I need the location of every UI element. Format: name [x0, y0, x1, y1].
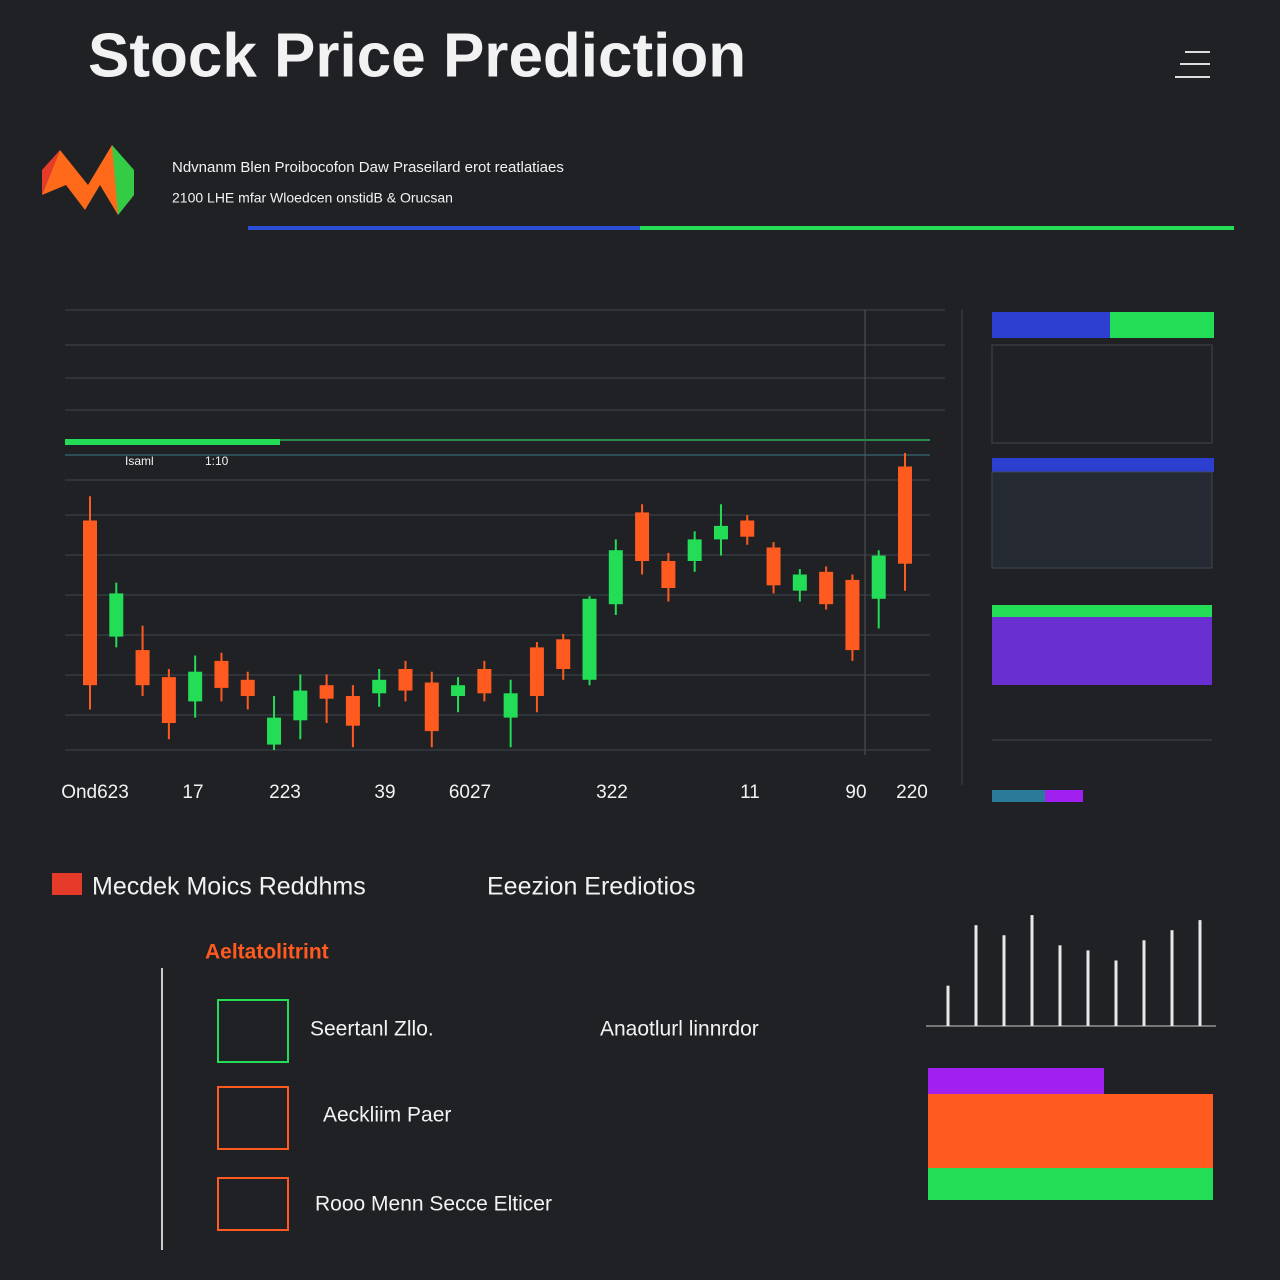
candle-body [161, 677, 176, 723]
bar [1198, 920, 1202, 1026]
candle-body [687, 539, 702, 561]
section-icon [52, 873, 82, 895]
feature-label: Aeckliim Paer [323, 1104, 451, 1127]
summary-line: 2100 LHE mfar Wloedcen onstidB & Orucsan [172, 190, 453, 206]
x-tick-label: Ond623 [61, 782, 129, 803]
bar [1030, 915, 1034, 1026]
candle-body [267, 717, 282, 745]
x-tick-label: 17 [182, 782, 203, 803]
candle-body [109, 593, 124, 637]
candle-body [819, 571, 834, 605]
candle-body [319, 685, 334, 699]
upper-panel [65, 309, 945, 456]
x-tick-label: 11 [740, 782, 760, 803]
bar [1170, 930, 1174, 1026]
candle-body [135, 650, 150, 686]
feature-label: Seertanl Zllo. [310, 1018, 434, 1041]
legend-label: 1:10 [205, 454, 229, 468]
candle-body [635, 512, 650, 561]
subheading: Aeltatolitrint [205, 941, 329, 964]
candle-body [713, 525, 728, 540]
candle-body [372, 679, 387, 694]
candle-body [898, 466, 912, 564]
section-heading: Mecdek Moics Reddhms [92, 873, 366, 901]
feature-icons [217, 999, 289, 1231]
candle-body [188, 671, 203, 702]
side-panels [991, 312, 1214, 802]
feature-label: Rooo Menn Secce Elticer [315, 1193, 552, 1216]
menu-icon[interactable] [1175, 51, 1210, 78]
x-tick-label: 223 [269, 782, 301, 803]
candle-body [503, 693, 518, 718]
logo [42, 145, 134, 215]
candle-body [345, 696, 360, 726]
summary-line: Ndvnanm Blen Proibocofon Daw Praseilard … [172, 159, 564, 176]
candle-body [608, 550, 623, 605]
title: Stock Price Prediction [88, 21, 746, 90]
candle-body [556, 639, 571, 669]
x-tick-label: 6027 [449, 782, 491, 803]
legend-label: Isaml [125, 454, 154, 468]
bar [1058, 945, 1062, 1026]
candle-body [845, 579, 860, 651]
bar [1114, 960, 1118, 1026]
candle-body [214, 660, 229, 688]
x-tick-label: 220 [896, 782, 928, 803]
bar [946, 985, 950, 1026]
candle-body [424, 682, 439, 732]
bottom-right-panel [926, 1025, 1216, 1200]
section-heading: Eeezion Erediotios [487, 873, 695, 901]
candle-body [293, 690, 308, 721]
candle-body [792, 574, 807, 591]
candle-body [240, 679, 255, 696]
bar [1086, 950, 1090, 1026]
candle-body [871, 555, 886, 599]
x-tick-label: 322 [596, 782, 628, 803]
x-tick-label: 90 [845, 782, 866, 803]
candle-body [582, 598, 597, 680]
candle-body [477, 669, 492, 694]
candle-body [398, 669, 413, 691]
candle-body [766, 547, 781, 586]
bar [1142, 940, 1146, 1026]
candle-body [451, 685, 466, 696]
x-tick-label: 39 [374, 782, 395, 803]
feature-label: Anaotlurl linnrdor [600, 1018, 759, 1041]
candle-body [740, 520, 755, 537]
candle-body [83, 520, 97, 686]
bar [974, 925, 978, 1026]
bar [1002, 935, 1006, 1026]
candle-body [661, 561, 676, 588]
candle-body [529, 647, 544, 696]
